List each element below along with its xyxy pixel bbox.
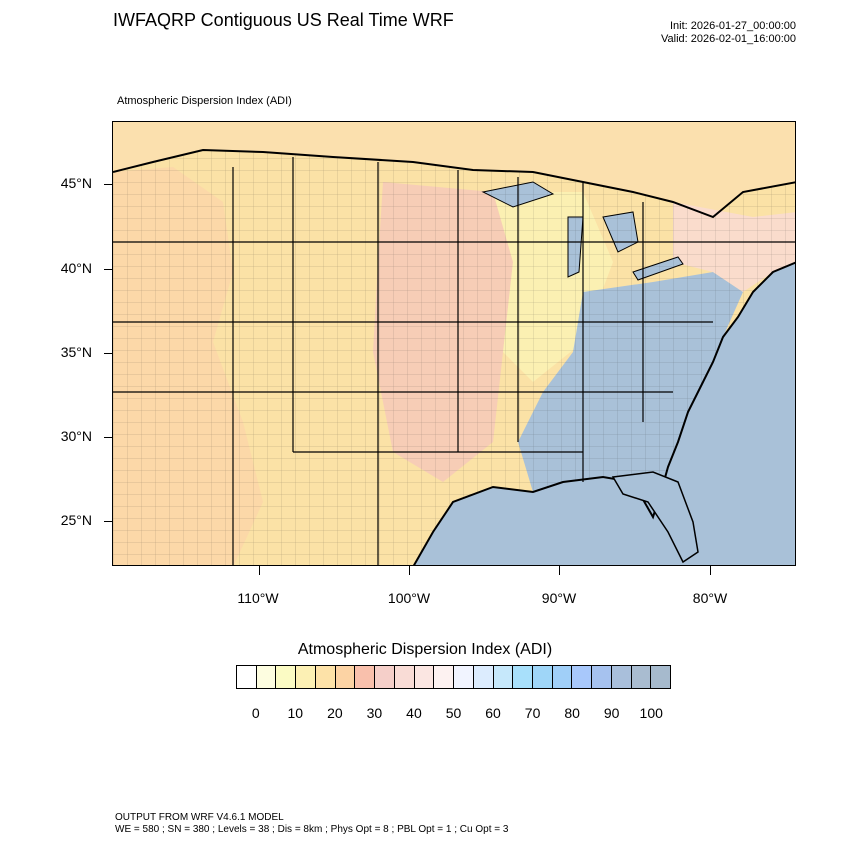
- colorbar-label: 50: [445, 705, 462, 721]
- colorbar-swatch: [414, 666, 435, 688]
- colorbar-label: 20: [327, 705, 343, 721]
- colorbar-swatch: [611, 666, 632, 688]
- valid-time: Valid: 2026-02-01_16:00:00: [661, 33, 796, 45]
- colorbar-label: 60: [485, 705, 501, 721]
- chart-title: IWFAQRP Contiguous US Real Time WRF: [113, 10, 454, 30]
- lon-tick: [559, 566, 560, 575]
- map-svg: [113, 122, 795, 565]
- lat-label-45: 45°N: [60, 175, 92, 191]
- lat-label-25: 25°N: [60, 512, 92, 528]
- footer-model: OUTPUT FROM WRF V4.6.1 MODEL: [115, 812, 284, 823]
- colorbar: [236, 665, 671, 689]
- map-subtitle: Atmospheric Dispersion Index (ADI): [117, 95, 292, 107]
- lon-tick: [409, 566, 410, 575]
- colorbar-swatch: [572, 666, 593, 688]
- colorbar-label: 80: [564, 705, 580, 721]
- lat-tick: [104, 184, 112, 185]
- colorbar-swatch: [375, 666, 395, 688]
- colorbar-label: 90: [603, 705, 620, 721]
- colorbar-label: 70: [524, 705, 541, 721]
- state-borders: [113, 157, 795, 565]
- florida: [611, 471, 699, 564]
- lon-label-80: 80°W: [692, 590, 728, 606]
- lon-label-90: 90°W: [541, 590, 577, 606]
- colorbar-label: 40: [406, 705, 422, 721]
- lat-tick: [104, 353, 112, 354]
- colorbar-swatch: [493, 666, 514, 688]
- colorbar-swatch: [513, 666, 534, 688]
- lon-tick: [710, 566, 711, 575]
- lat-label-30: 30°N: [60, 428, 92, 444]
- lon-label-110: 110°W: [237, 590, 279, 606]
- colorbar-swatch: [237, 666, 257, 688]
- lon-label-100: 100°W: [387, 590, 431, 606]
- colorbar-swatch: [434, 666, 455, 688]
- lat-label-40: 40°N: [60, 260, 92, 276]
- canada-land: [113, 122, 795, 217]
- colorbar-swatch: [533, 666, 553, 688]
- colorbar-swatch: [651, 666, 671, 688]
- colorbar-swatch: [592, 666, 612, 688]
- lon-tick: [259, 566, 260, 575]
- footer-config: WE = 580 ; SN = 380 ; Levels = 38 ; Dis …: [115, 824, 509, 835]
- colorbar-swatch: [276, 666, 297, 688]
- colorbar-swatch: [335, 666, 356, 688]
- county-grid: [113, 150, 795, 565]
- colorbar-title: Atmospheric Dispersion Index (ADI): [297, 641, 553, 658]
- colorbar-swatch: [355, 666, 376, 688]
- colorbar-label: 0: [251, 705, 260, 721]
- colorbar-swatch: [315, 666, 336, 688]
- map-panel: [112, 121, 796, 566]
- colorbar-label: 30: [366, 705, 383, 721]
- colorbar-swatch: [552, 666, 573, 688]
- colorbar-label: 100: [639, 705, 663, 721]
- lat-tick: [104, 437, 112, 438]
- lat-tick: [104, 269, 112, 270]
- init-time: Init: 2026-01-27_00:00:00: [670, 20, 796, 32]
- colorbar-swatch: [296, 666, 316, 688]
- colorbar-swatch: [454, 666, 474, 688]
- lat-label-35: 35°N: [60, 344, 92, 360]
- colorbar-swatch: [394, 666, 415, 688]
- colorbar-swatch: [631, 666, 652, 688]
- colorbar-swatch: [256, 666, 277, 688]
- colorbar-swatch: [473, 666, 494, 688]
- colorbar-label: 10: [287, 705, 304, 721]
- lat-tick: [104, 521, 112, 522]
